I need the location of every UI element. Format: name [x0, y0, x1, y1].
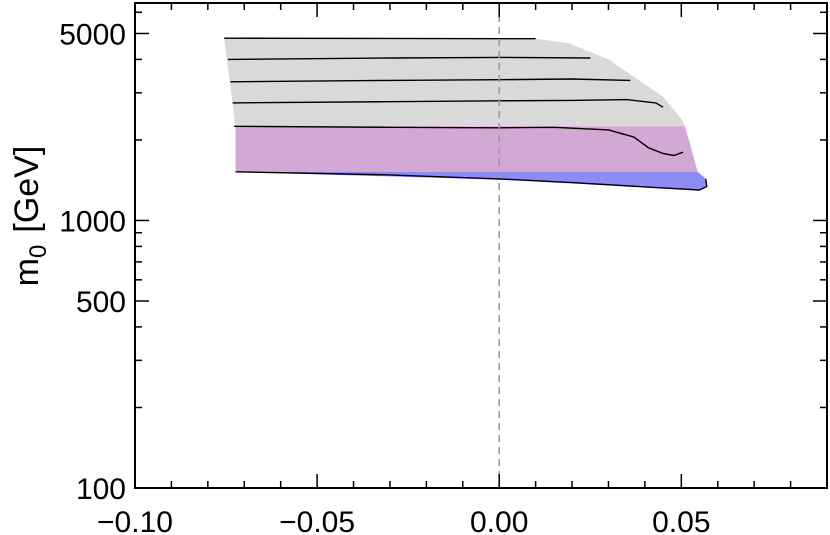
y-tick-label: 100 [76, 473, 126, 506]
x-tick-label: −0.05 [279, 506, 355, 535]
contour-line-4 [232, 98, 664, 108]
region-pink [235, 126, 698, 172]
x-tick-label: −0.10 [97, 506, 173, 535]
chart-regions [224, 38, 707, 190]
plot-frame [134, 2, 828, 489]
region-gray [224, 38, 685, 127]
region-blue [235, 171, 707, 190]
y-tick-label: 1000 [59, 205, 126, 238]
y-axis-label-main: m [8, 258, 46, 286]
x-tick-label: 0.00 [470, 506, 528, 535]
contour-line-1 [224, 37, 536, 40]
contour-line-5 [234, 125, 684, 157]
contour-line-2 [227, 56, 591, 61]
y-tick-label: 500 [76, 286, 126, 319]
y-axis-label-subscript: 0 [25, 245, 52, 258]
x-tick-label: 0.05 [652, 506, 710, 535]
x-tick-labels: −0.10 −0.05 0.00 0.05 [97, 506, 710, 535]
y-axis-label-unit: [GeV] [8, 146, 46, 233]
y-tick-labels: 100 500 1000 5000 [59, 18, 126, 506]
y-tick-label: 5000 [59, 18, 126, 51]
y-axis-label: m0 [GeV] [8, 146, 52, 287]
contour-line-6 [235, 171, 708, 191]
